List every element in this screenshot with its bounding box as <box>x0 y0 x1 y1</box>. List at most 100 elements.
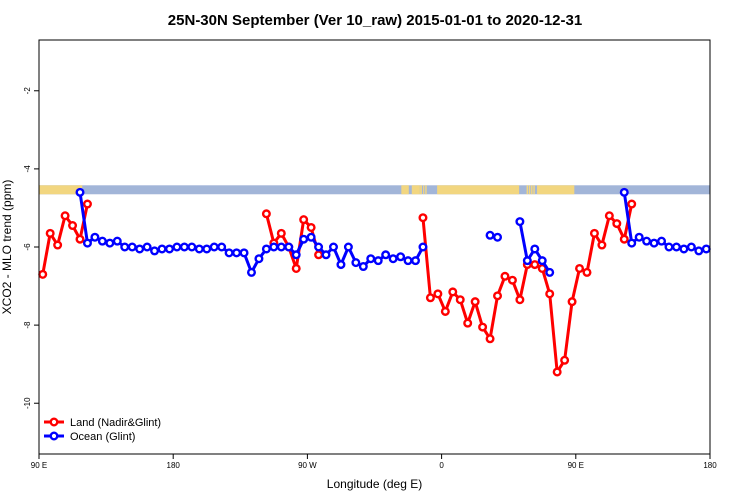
data-point <box>448 287 458 297</box>
strip-land <box>425 185 427 195</box>
data-point <box>440 306 450 316</box>
data-point <box>619 234 629 244</box>
data-point <box>381 250 391 260</box>
series-layer <box>38 187 711 377</box>
series-land <box>38 199 637 377</box>
data-point <box>284 242 294 252</box>
data-point <box>150 246 160 256</box>
data-point <box>351 258 361 268</box>
y-tick-label: -2 <box>23 87 32 95</box>
series-ocean <box>75 187 711 277</box>
data-point <box>425 293 435 303</box>
y-tick-label: -8 <box>23 321 32 329</box>
data-point <box>261 209 271 219</box>
data-point <box>642 236 652 246</box>
data-point <box>634 232 644 242</box>
data-point <box>552 367 562 377</box>
data-point <box>455 295 465 305</box>
data-point <box>239 248 249 258</box>
strip-ocean <box>39 185 710 195</box>
data-point <box>194 244 204 254</box>
y-tick-label: -6 <box>23 243 32 251</box>
data-point <box>694 246 704 256</box>
data-point <box>358 262 368 272</box>
data-point <box>686 242 696 252</box>
x-tick-label: 90 E <box>568 461 584 470</box>
data-point <box>478 322 488 332</box>
data-point <box>627 238 637 248</box>
data-point <box>299 234 309 244</box>
data-point <box>500 271 510 281</box>
data-point <box>545 289 555 299</box>
data-point <box>664 242 674 252</box>
surface-strip <box>39 185 710 195</box>
data-point <box>314 250 324 260</box>
strip-land <box>526 185 529 195</box>
data-point <box>291 250 301 260</box>
data-point <box>411 256 421 266</box>
data-point <box>530 260 540 270</box>
data-point <box>567 297 577 307</box>
strip-land <box>419 185 421 195</box>
data-point <box>493 291 503 301</box>
data-point <box>515 217 525 227</box>
data-point <box>597 240 607 250</box>
data-point <box>224 248 234 258</box>
legend-entry: Ocean (Glint) <box>44 431 135 443</box>
data-point <box>306 222 316 232</box>
data-point <box>202 244 212 254</box>
data-point <box>82 199 92 209</box>
data-point <box>105 238 115 248</box>
data-point <box>575 263 585 273</box>
data-point <box>657 236 667 246</box>
data-point <box>164 244 174 254</box>
data-point <box>522 256 532 266</box>
data-point <box>217 242 227 252</box>
data-point <box>612 219 622 229</box>
y-axis-label: XCO2 - MLO trend (ppm) <box>0 180 14 315</box>
data-point <box>82 238 92 248</box>
strip-land <box>437 185 520 195</box>
data-point <box>627 199 637 209</box>
data-point <box>53 240 63 250</box>
data-point <box>507 275 517 285</box>
strip-land <box>420 185 422 195</box>
data-point <box>433 289 443 299</box>
data-point <box>157 244 167 254</box>
data-point <box>537 256 547 266</box>
strip-land <box>537 185 575 195</box>
data-point <box>336 260 346 270</box>
data-point <box>403 256 413 266</box>
data-point <box>493 232 503 242</box>
data-point <box>179 242 189 252</box>
data-point <box>604 211 614 221</box>
strip-land <box>401 185 409 195</box>
strip-land <box>423 185 425 195</box>
data-point <box>269 242 279 252</box>
strip-land <box>39 185 83 195</box>
y-axis-ticks: -2 -4 -6 -8 -10 <box>23 87 39 409</box>
data-point <box>366 254 376 264</box>
data-point <box>589 228 599 238</box>
strip-land <box>528 185 531 195</box>
data-point <box>261 244 271 254</box>
data-point <box>560 355 570 365</box>
data-point <box>328 242 338 252</box>
data-point <box>530 244 540 254</box>
x-tick-label: 90 E <box>31 461 47 470</box>
data-point <box>485 230 495 240</box>
data-point <box>291 263 301 273</box>
chart-title: 25N-30N September (Ver 10_raw) 2015-01-0… <box>168 12 582 29</box>
data-point <box>75 234 85 244</box>
data-point <box>60 211 70 221</box>
data-point <box>649 238 659 248</box>
data-point <box>172 242 182 252</box>
data-point <box>232 248 242 258</box>
legend-marker <box>49 417 59 427</box>
strip-land <box>531 185 533 195</box>
data-point <box>45 228 55 238</box>
strip-land <box>411 185 420 195</box>
data-point <box>68 221 78 231</box>
data-point <box>209 242 219 252</box>
